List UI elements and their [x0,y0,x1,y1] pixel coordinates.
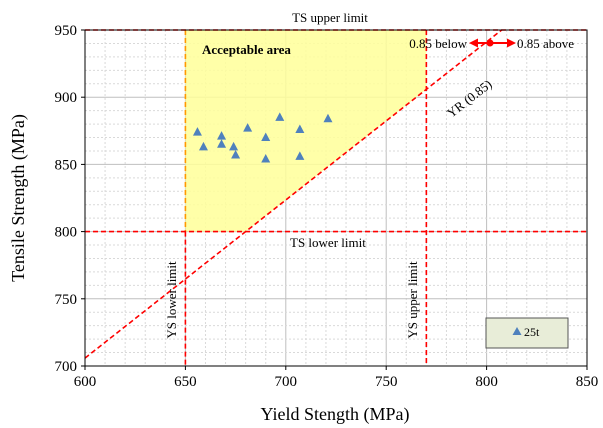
data-point-triangle [261,154,271,163]
data-point-triangle [192,127,202,136]
acceptable-area-label: Acceptable area [202,42,291,57]
ratio-below-label: 0.85 below [409,36,467,51]
data-point-triangle [295,151,305,160]
legend-series-label: 25t [524,325,540,339]
legend-marker-triangle [512,327,522,335]
legend: 25t [485,317,569,349]
ys-upper-limit-label: YS upper limit [405,261,420,339]
ts-upper-limit-label: TS upper limit [292,10,368,25]
data-point-triangle [261,132,271,142]
y-tick-label: 800 [55,225,78,241]
ts-lower-limit-label: TS lower limit [290,235,366,250]
y-tick-label: 700 [55,359,78,375]
acceptable-region-layer [185,30,427,232]
data-point-triangle [217,131,227,140]
data-point-triangle [217,139,227,148]
data-point-triangle [295,124,305,133]
acceptable-area [185,30,427,232]
x-tick-label: 800 [475,374,498,390]
ys-lower-limit-label: YS lower limit [164,261,179,339]
data-points [192,112,333,163]
x-axis-title: Yield Stength (MPa) [261,404,410,425]
y-tick-label: 750 [55,292,78,308]
x-tick-label: 600 [74,374,97,390]
plot-frame [84,29,588,367]
ratio-annotation: 0.85 below 0.85 above [409,36,574,51]
data-point-triangle [323,113,333,123]
ratio-arrow-center-dot [486,39,494,47]
x-tick-label: 650 [174,374,197,390]
y-tick-label: 950 [55,23,78,39]
ratio-above-label: 0.85 above [517,36,574,51]
ratio-arrow-right-head [507,38,516,48]
y-tick-label: 850 [55,157,78,173]
data-point-triangle [229,141,239,151]
x-tick-label: 700 [275,374,298,390]
data-point-triangle [275,112,285,121]
data-point-triangle [231,149,241,159]
yield-ratio-line [84,29,503,359]
y-tick-label: 900 [55,90,78,106]
legend-box [485,317,569,349]
data-point-triangle [198,141,208,151]
data-point-triangle [243,123,253,132]
x-tick-label: 850 [576,374,599,390]
axis-ticks: 600 650 700 750 800 850 700 750 800 850 900 950 [55,23,599,390]
x-tick-label: 750 [375,374,398,390]
ratio-arrow-left-head [469,38,478,48]
y-axis-title: Tensile Strength (MPa) [8,114,29,282]
